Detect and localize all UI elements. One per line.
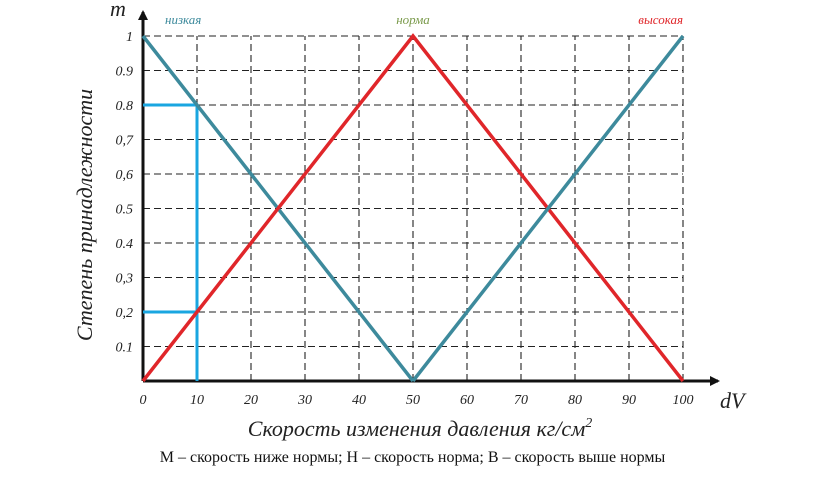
y-tick-label: 0,6 bbox=[116, 168, 134, 183]
y-tick-label: 0.4 bbox=[116, 237, 134, 252]
y-tick-label: 0,7 bbox=[116, 134, 135, 149]
y-tick-label: 1 bbox=[126, 30, 133, 45]
tick-labels: 0 10 20 30 40 50 60 70 80 90 100 0.1 0,2 0,3 0.4 0.5 0,6… bbox=[116, 30, 694, 408]
annotation-lines bbox=[143, 103, 199, 381]
series-label: низкая bbox=[165, 12, 201, 27]
x-tick-label: 10 bbox=[190, 393, 204, 408]
x-tick-label: 90 bbox=[622, 393, 636, 408]
series-lines bbox=[141, 33, 685, 383]
series-line bbox=[141, 33, 685, 383]
y-tick-label: 0.5 bbox=[116, 203, 134, 218]
x-axis-title-superscript: 2 bbox=[585, 416, 592, 431]
y-tick-label: 0.9 bbox=[116, 65, 134, 80]
x-tick-label: 100 bbox=[673, 393, 694, 408]
labels: m dV Степень принадлежности Скорость изм… bbox=[72, 0, 747, 441]
y-tick-label: 0,3 bbox=[116, 272, 134, 287]
grid bbox=[143, 35, 684, 381]
x-axis-symbol: dV bbox=[720, 388, 747, 413]
y-axis-symbol: m bbox=[110, 0, 126, 21]
x-tick-label: 60 bbox=[460, 393, 474, 408]
x-axis-title-text: Скорость изменения давления кг/см bbox=[248, 416, 585, 441]
x-tick-label: 30 bbox=[297, 393, 312, 408]
y-tick-label: 0.8 bbox=[116, 99, 134, 114]
x-tick-label: 0 bbox=[140, 393, 147, 408]
y-tick-label: 0.1 bbox=[116, 341, 134, 356]
series-line bbox=[411, 34, 685, 383]
x-axis-title: Скорость изменения давления кг/см2 bbox=[248, 416, 592, 441]
figure-caption: М – скорость ниже нормы; Н – скорость но… bbox=[159, 449, 666, 466]
x-tick-label: 50 bbox=[406, 393, 420, 408]
x-tick-label: 80 bbox=[568, 393, 582, 408]
series-label: норма bbox=[396, 12, 430, 27]
y-tick-label: 0,2 bbox=[116, 306, 134, 321]
x-tick-label: 70 bbox=[514, 393, 528, 408]
axes bbox=[138, 10, 720, 386]
series-label: высокая bbox=[638, 12, 683, 27]
y-axis-title: Степень принадлежности bbox=[72, 89, 97, 341]
x-tick-label: 40 bbox=[352, 393, 366, 408]
x-tick-label: 20 bbox=[244, 393, 258, 408]
